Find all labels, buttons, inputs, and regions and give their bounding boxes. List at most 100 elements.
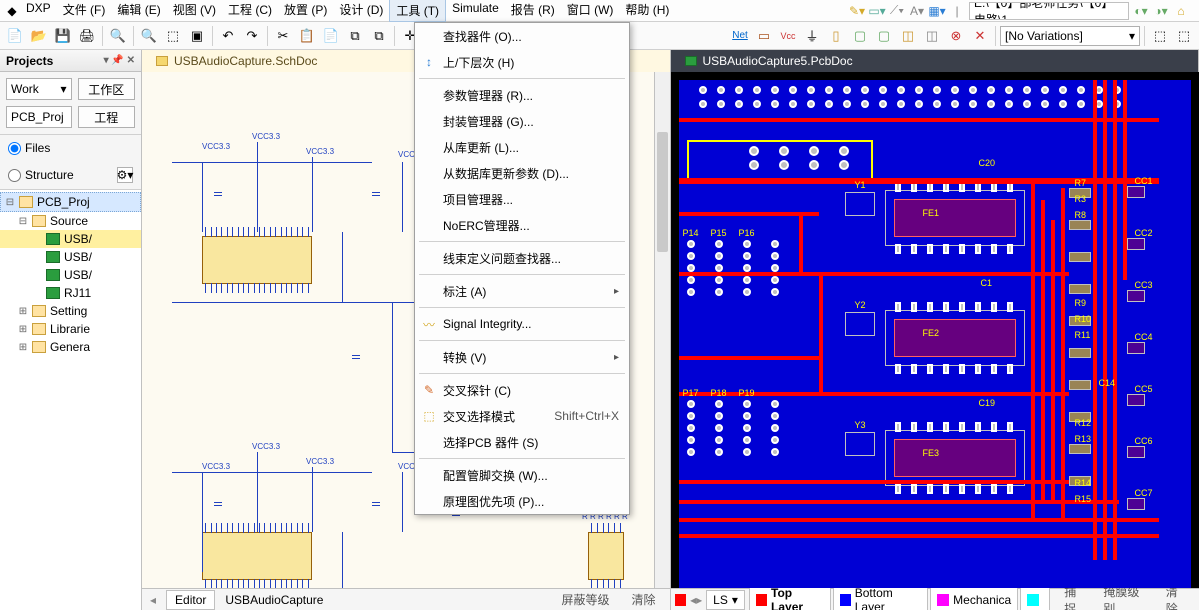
dd-item[interactable]: 标注 (A)▸ <box>415 278 629 304</box>
undo-icon[interactable]: ↶ <box>217 25 239 47</box>
dd-item[interactable]: 原理图优先项 (P)... <box>415 488 629 514</box>
tree-item[interactable]: USB/ <box>0 248 141 266</box>
dd-item[interactable]: NoERC管理器... <box>415 212 629 238</box>
editor-tabs: USBAudioCapture.SchDoc USBAudioCapture5.… <box>142 50 1199 72</box>
menu-dxp[interactable]: DXP <box>20 0 57 22</box>
menu-r[interactable]: 报告 (R) <box>505 0 561 22</box>
zoom-in-icon[interactable]: 🔍 <box>138 25 160 47</box>
menubar: ◆ DXP文件 (F)编辑 (E)视图 (V)工程 (C)放置 (P)设计 (D… <box>0 0 1199 22</box>
preview-icon[interactable]: 🔍 <box>107 25 129 47</box>
dd-item[interactable]: ⬚交叉选择模式Shift+Ctrl+X <box>415 403 629 429</box>
sidebar: Projects ▾ 📌 ✕ Work▾ 工作区 PCB_Proj 工程 Fil… <box>0 50 142 610</box>
menu-v[interactable]: 视图 (V) <box>167 0 222 22</box>
dup-icon[interactable]: ⧉ <box>344 25 366 47</box>
extra2-icon[interactable]: ⬚ <box>1173 25 1195 47</box>
bottom-file-label: USBAudioCapture <box>225 593 323 607</box>
port-icon[interactable]: ▢ <box>873 25 895 47</box>
dd-item[interactable]: 参数管理器 (R)... <box>415 82 629 108</box>
editor-bottom-tab[interactable]: Editor <box>166 590 215 610</box>
paste-icon[interactable]: 📄 <box>320 25 342 47</box>
menu-w[interactable]: 窗口 (W) <box>561 0 620 22</box>
cut-icon[interactable]: ✂ <box>272 25 294 47</box>
tab-pcb[interactable]: USBAudioCapture5.PcbDoc <box>671 50 1199 72</box>
menu-p[interactable]: 放置 (P) <box>278 0 333 22</box>
net-icon[interactable]: Net <box>729 25 751 47</box>
sheet-icon[interactable]: ▢ <box>849 25 871 47</box>
menu-simulate[interactable]: Simulate <box>446 0 505 22</box>
nav-back-icon[interactable]: ◐▾ <box>1133 3 1149 19</box>
dd-item[interactable]: 〰Signal Integrity... <box>415 311 629 337</box>
panel-header-controls[interactable]: ▾ 📌 ✕ <box>104 55 135 66</box>
vcc-icon[interactable]: Vcc <box>777 25 799 47</box>
work-select[interactable]: Work▾ <box>6 78 72 100</box>
menu-c[interactable]: 工程 (C) <box>222 0 278 22</box>
tools-dropdown: 查找器件 (O)...↕上/下层次 (H) 参数管理器 (R)...封装管理器 (… <box>414 22 630 515</box>
project-tree: ⊟PCB_Proj⊟SourceUSB/USB/USB/RJ11⊞Setting… <box>0 190 141 610</box>
rect-icon[interactable]: ▭ <box>753 25 775 47</box>
dd-item[interactable]: 项目管理器... <box>415 186 629 212</box>
ruler-icon[interactable]: ⟋▾ <box>889 3 905 19</box>
redo-icon[interactable]: ↷ <box>241 25 263 47</box>
dd-item[interactable]: 从数据库更新参数 (D)... <box>415 160 629 186</box>
device-icon[interactable]: ◫ <box>921 25 943 47</box>
pencil-icon[interactable]: ✎▾ <box>849 3 865 19</box>
zoom-fit-icon[interactable]: ▣ <box>186 25 208 47</box>
ls-button[interactable]: LS▾ <box>706 590 745 610</box>
path-box: E:\【0】邵老师任务\【0】电路\1.. <box>969 2 1129 20</box>
variations-select[interactable]: [No Variations]▾ <box>1000 26 1140 46</box>
save-icon[interactable]: 💾 <box>52 25 74 47</box>
tree-item[interactable]: USB/ <box>0 266 141 284</box>
tree-item[interactable]: ⊟Source <box>0 212 141 230</box>
workspace-button[interactable]: 工作区 <box>78 78 136 100</box>
tree-item[interactable]: RJ11 <box>0 284 141 302</box>
tree-item[interactable]: ⊟PCB_Proj <box>0 192 141 212</box>
tree-item[interactable]: USB/ <box>0 230 141 248</box>
dd-item[interactable]: 线束定义问题查找器... <box>415 245 629 271</box>
dd-item[interactable]: 从库更新 (L)... <box>415 134 629 160</box>
bottombar: ◂ Editor USBAudioCapture 屏蔽等级 清除 ◂▸ LS▾ … <box>142 588 1199 610</box>
box-icon[interactable]: ▭▾ <box>869 3 885 19</box>
menu-e[interactable]: 编辑 (E) <box>111 0 166 22</box>
paste-sp-icon[interactable]: ⧉ <box>368 25 390 47</box>
circle-icon[interactable]: | <box>949 3 965 19</box>
grid-icon[interactable]: ▦▾ <box>929 3 945 19</box>
dd-item[interactable]: 选择PCB 器件 (S) <box>415 429 629 455</box>
dd-item[interactable]: 查找器件 (O)... <box>415 23 629 49</box>
dd-item[interactable]: 转换 (V)▸ <box>415 344 629 370</box>
dxp-icon: ◆ <box>4 3 20 19</box>
mask-level-button[interactable]: 屏蔽等级 <box>555 589 615 610</box>
dd-item[interactable]: 封装管理器 (G)... <box>415 108 629 134</box>
text-icon[interactable]: A▾ <box>909 3 925 19</box>
menu-d[interactable]: 设计 (D) <box>333 0 389 22</box>
tree-item[interactable]: ⊞Setting <box>0 302 141 320</box>
project-button[interactable]: 工程 <box>78 106 136 128</box>
dd-item[interactable]: ↕上/下层次 (H) <box>415 49 629 75</box>
structure-radio[interactable]: Structure <box>8 168 74 182</box>
open-icon[interactable]: 📂 <box>28 25 50 47</box>
gnd-icon[interactable]: ⏚ <box>801 25 823 47</box>
sch-scrollbar[interactable] <box>654 72 670 588</box>
clear-button[interactable]: 清除 <box>625 589 661 610</box>
pcb-editor[interactable]: Y1FE1Y2FE2Y3FE3P14P15P16P17P18P19C20C1C1… <box>671 72 1199 588</box>
err-icon[interactable]: ⊗ <box>945 25 967 47</box>
tree-item[interactable]: ⊞Genera <box>0 338 141 356</box>
proj-select[interactable]: PCB_Proj <box>6 106 72 128</box>
print-icon[interactable]: 🖨 <box>76 25 98 47</box>
menu-t[interactable]: 工具 (T) <box>389 0 446 22</box>
tree-item[interactable]: ⊞Librarie <box>0 320 141 338</box>
structure-config-icon[interactable]: ⚙▾ <box>117 167 133 183</box>
dd-item[interactable]: ✎交叉探针 (C) <box>415 377 629 403</box>
menu-h[interactable]: 帮助 (H) <box>619 0 675 22</box>
zoom-area-icon[interactable]: ⬚ <box>162 25 184 47</box>
files-radio[interactable]: Files <box>8 141 50 155</box>
new-icon[interactable]: 📄 <box>4 25 26 47</box>
nav-fwd-icon[interactable]: ◑▾ <box>1153 3 1169 19</box>
extra1-icon[interactable]: ⬚ <box>1149 25 1171 47</box>
harness-icon[interactable]: ◫ <box>897 25 919 47</box>
comp-icon[interactable]: ▯ <box>825 25 847 47</box>
copy-icon[interactable]: 📋 <box>296 25 318 47</box>
dd-item[interactable]: 配置管脚交换 (W)... <box>415 462 629 488</box>
menu-f[interactable]: 文件 (F) <box>57 0 112 22</box>
x-icon[interactable]: ✕ <box>969 25 991 47</box>
nav-home-icon[interactable]: ⌂ <box>1173 3 1189 19</box>
